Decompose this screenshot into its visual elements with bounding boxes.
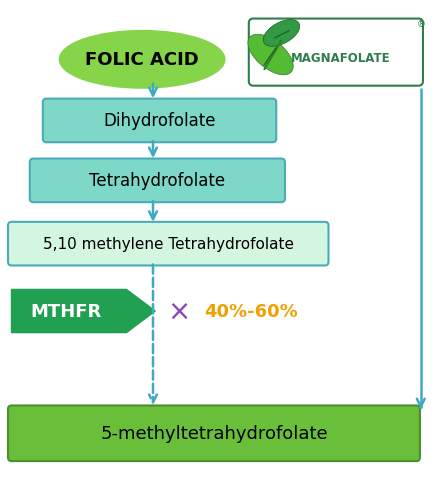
Text: Tetrahydrofolate: Tetrahydrofolate xyxy=(89,172,225,190)
FancyBboxPatch shape xyxy=(8,406,420,461)
Text: FOLIC ACID: FOLIC ACID xyxy=(85,51,199,69)
Ellipse shape xyxy=(263,20,300,47)
Text: ®: ® xyxy=(416,20,425,29)
FancyBboxPatch shape xyxy=(30,159,285,203)
Polygon shape xyxy=(11,290,155,333)
Ellipse shape xyxy=(248,35,293,76)
Text: MTHFR: MTHFR xyxy=(30,302,102,320)
Text: 5-methyltetrahydrofolate: 5-methyltetrahydrofolate xyxy=(100,424,328,442)
FancyBboxPatch shape xyxy=(249,19,423,87)
Text: ×: × xyxy=(168,297,191,325)
FancyBboxPatch shape xyxy=(43,99,276,143)
FancyBboxPatch shape xyxy=(8,222,329,266)
Ellipse shape xyxy=(60,31,225,89)
Text: 40%-60%: 40%-60% xyxy=(204,302,298,320)
Text: 5,10 methylene Tetrahydrofolate: 5,10 methylene Tetrahydrofolate xyxy=(43,237,294,252)
Text: MAGNAFOLATE: MAGNAFOLATE xyxy=(291,52,390,65)
Text: Dihydrofolate: Dihydrofolate xyxy=(103,112,216,130)
